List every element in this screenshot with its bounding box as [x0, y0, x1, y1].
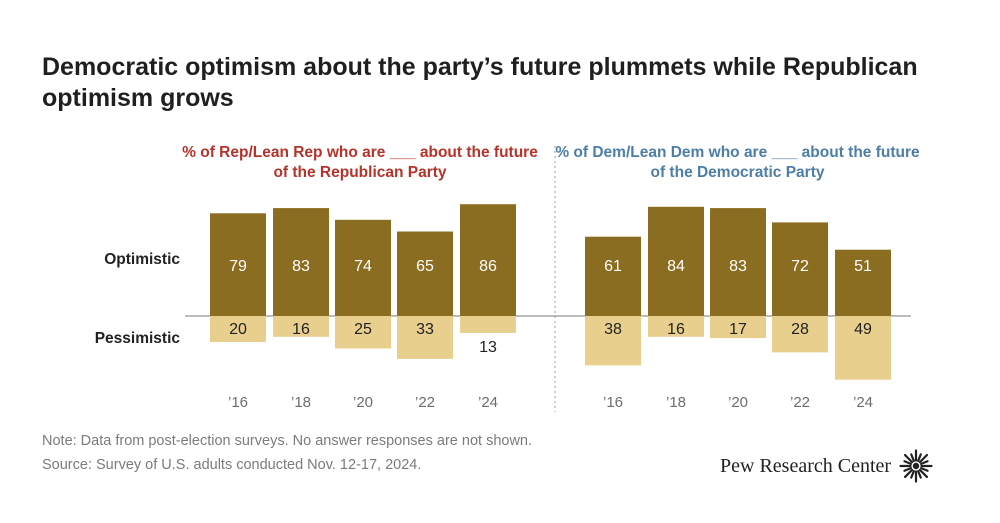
rep-optimistic-label-0: 79	[229, 258, 247, 275]
rep-year-tick-1: ’18	[291, 394, 311, 411]
rep-pessimistic-bar-4	[460, 316, 516, 333]
rep-optimistic-label-4: 86	[479, 258, 497, 275]
sunburst-ray	[903, 460, 913, 465]
pew-sunburst-icon	[899, 449, 933, 483]
dem-optimistic-label-4: 51	[854, 258, 872, 275]
dem-optimistic-bar-2	[710, 208, 766, 316]
rep-pessimistic-bar-1	[273, 316, 329, 337]
rep-pessimistic-label-3: 33	[416, 321, 434, 338]
rep-pessimistic-label-2: 25	[354, 321, 372, 338]
pessimistic-row-label: Pessimistic	[94, 330, 180, 347]
rep-optimistic-bar-4	[460, 204, 516, 316]
dem-optimistic-bar-1	[648, 206, 704, 316]
dem-optimistic-label-0: 61	[604, 258, 622, 275]
sunburst-ray	[903, 453, 914, 464]
rep-year-tick-0: ’16	[228, 394, 248, 411]
dem-pessimistic-label-2: 17	[729, 321, 747, 338]
rep-optimistic-bar-0	[210, 213, 266, 316]
dem-optimistic-label-1: 84	[667, 258, 685, 275]
dem-year-tick-4: ’24	[853, 394, 873, 411]
optimistic-row-label: Optimistic	[104, 251, 180, 268]
rep-pessimistic-bar-0	[210, 316, 266, 342]
dem-pessimistic-bar-1	[648, 316, 704, 337]
rep-pessimistic-label-0: 20	[229, 321, 247, 338]
sunburst-ray	[918, 453, 929, 464]
dem-optimistic-bar-4	[835, 249, 891, 316]
sunburst-ray	[910, 453, 916, 463]
dem-optimistic-bar-3	[772, 222, 828, 316]
sunburst-ray	[920, 467, 929, 472]
dem-panel-title: % of Dem/Lean Dem who are ___ about the …	[555, 144, 920, 181]
dem-pessimistic-label-3: 28	[791, 321, 809, 338]
pew-logo: Pew Research Center	[720, 449, 933, 483]
dem-year-tick-0: ’16	[603, 394, 623, 411]
dem-optimistic-label-2: 83	[729, 258, 747, 275]
dem-optimistic-label-3: 72	[791, 258, 809, 275]
rep-year-tick-4: ’24	[478, 394, 498, 411]
rep-year-tick-3: ’22	[415, 394, 435, 411]
sunburst-ray	[918, 468, 929, 479]
rep-pessimistic-label-4: 13	[479, 339, 497, 356]
brand-name: Pew Research Center	[720, 454, 892, 477]
rep-optimistic-bar-3	[397, 231, 453, 316]
dem-pessimistic-label-4: 49	[854, 321, 872, 338]
rep-optimistic-bar-2	[335, 219, 391, 316]
rep-panel-title: % of Rep/Lean Rep who are ___ about the …	[182, 144, 538, 181]
chart-title: Democratic optimism about the party’s fu…	[42, 53, 918, 112]
dem-pessimistic-bar-2	[710, 316, 766, 339]
source-text: Source: Survey of U.S. adults conducted …	[42, 457, 422, 473]
dem-pessimistic-bar-3	[772, 316, 828, 353]
sunburst-ray	[910, 469, 916, 479]
rep-pessimistic-label-1: 16	[292, 321, 310, 338]
note-text: Note: Data from post-election surveys. N…	[42, 433, 533, 449]
rep-year-tick-2: ’20	[353, 394, 373, 411]
sunburst-ray	[903, 468, 914, 479]
dem-pessimistic-bar-4	[835, 316, 891, 380]
rep-optimistic-label-1: 83	[292, 258, 310, 275]
dem-year-tick-3: ’22	[790, 394, 810, 411]
rep-pessimistic-bar-2	[335, 316, 391, 349]
sunburst-ray	[917, 469, 922, 479]
rep-optimistic-label-2: 74	[354, 258, 372, 275]
dem-optimistic-bar-0	[585, 236, 641, 316]
rep-optimistic-label-3: 65	[416, 258, 434, 275]
bars-group: 79 20 ’16 83 16 ’18 74 25 ’20 65 33 ’22 86 13 ’24 61 38 ’…	[210, 204, 891, 411]
dem-pessimistic-label-0: 38	[604, 321, 622, 338]
rep-optimistic-bar-1	[273, 208, 329, 316]
rep-pessimistic-bar-3	[397, 316, 453, 359]
dem-pessimistic-bar-0	[585, 316, 641, 366]
dem-pessimistic-label-1: 16	[667, 321, 685, 338]
dem-year-tick-1: ’18	[666, 394, 686, 411]
sunburst-ray	[917, 453, 922, 463]
sunburst-ray	[903, 467, 913, 472]
dem-year-tick-2: ’20	[728, 394, 748, 411]
sunburst-ray	[920, 460, 929, 465]
